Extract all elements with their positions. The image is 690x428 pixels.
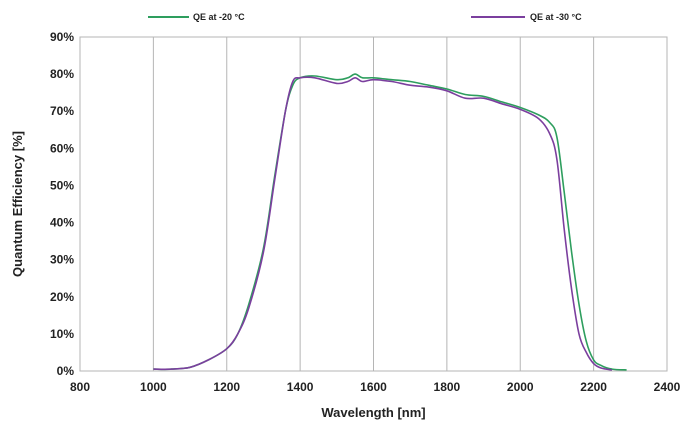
x-tick-label: 1800 xyxy=(434,380,461,394)
x-tick-label: 1000 xyxy=(140,380,167,394)
y-axis-ticks: 0% 10% 20% 30% 40% 50% 60% 70% 80% 90% xyxy=(50,30,74,378)
y-axis-title: Quantum Efficiency [%] xyxy=(10,131,25,277)
y-tick-label: 50% xyxy=(50,178,74,192)
y-tick-label: 70% xyxy=(50,104,74,118)
y-tick-label: 60% xyxy=(50,141,74,155)
legend-label-1: QE at -20 °C xyxy=(193,12,245,22)
series-line-2 xyxy=(153,76,613,371)
legend: QE at -20 °C QE at -30 °C xyxy=(148,12,582,22)
x-tick-label: 1400 xyxy=(287,380,314,394)
plot-area xyxy=(79,36,668,372)
series-lines xyxy=(153,73,627,371)
y-tick-label: 30% xyxy=(50,253,74,267)
y-tick-label: 40% xyxy=(50,216,74,230)
x-tick-label: 1600 xyxy=(360,380,387,394)
x-axis-title: Wavelength [nm] xyxy=(321,405,425,420)
legend-label-2: QE at -30 °C xyxy=(530,12,582,22)
y-tick-label: 0% xyxy=(57,364,75,378)
y-tick-label: 80% xyxy=(50,67,74,81)
x-tick-label: 2200 xyxy=(580,380,607,394)
gridlines xyxy=(79,37,668,371)
y-tick-label: 90% xyxy=(50,30,74,44)
x-tick-label: 2000 xyxy=(507,380,534,394)
series-line-1 xyxy=(153,73,627,371)
x-axis-ticks: 800 1000 1200 1400 1600 1800 2000 2200 2400 xyxy=(70,380,681,394)
x-tick-label: 2400 xyxy=(654,380,681,394)
x-tick-label: 800 xyxy=(70,380,90,394)
y-tick-label: 20% xyxy=(50,290,74,304)
y-tick-label: 10% xyxy=(50,327,74,341)
x-tick-label: 1200 xyxy=(213,380,240,394)
